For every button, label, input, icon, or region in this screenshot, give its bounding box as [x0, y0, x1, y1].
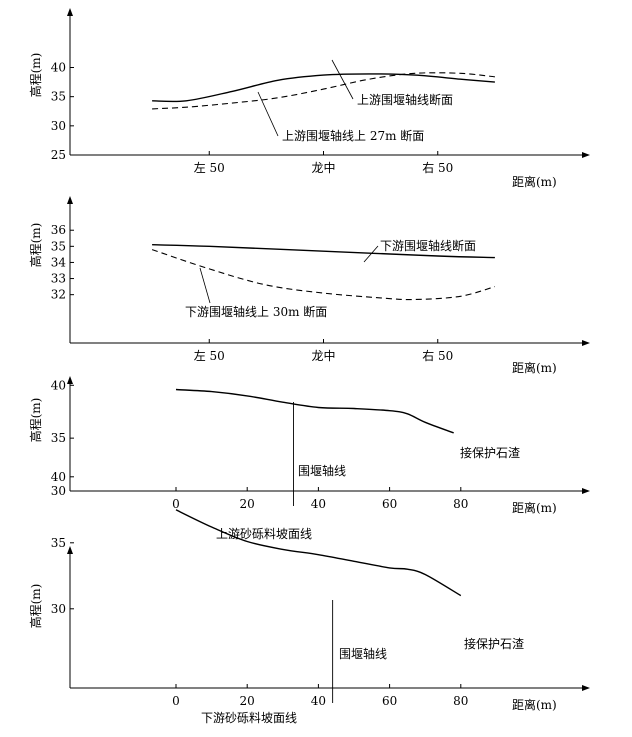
- series-line-1: [175, 388, 454, 434]
- y-tick-label: 36: [51, 223, 66, 237]
- end-label: 接保护石渣: [460, 445, 520, 460]
- y-tick-label: 25: [51, 148, 66, 162]
- x-tick-label: 80: [453, 694, 468, 708]
- chart-title: 上游砂砾料坡面线: [216, 527, 312, 541]
- x-tick-label: 龙中: [311, 160, 335, 175]
- x-axis-arrow: [582, 340, 590, 346]
- y-tick-label: 35: [51, 239, 66, 253]
- y-tick-label: 40: [51, 61, 66, 75]
- x-tick-label: 0: [172, 694, 180, 708]
- y-tick-label: 30: [51, 484, 66, 498]
- x-tick-label: 40: [311, 497, 326, 511]
- series-label: 下游围堰轴线上 30m 断面: [185, 304, 327, 319]
- series-label: 下游围堰轴线断面: [380, 238, 476, 253]
- series-label: 上游围堰轴线断面: [357, 92, 453, 107]
- x-tick-label: 60: [382, 497, 397, 511]
- panel-2: 32 33 34 35 36 左 50 龙中 右 50 距离(m) 高程(m) 下游围堰轴线断面下游…: [28, 196, 590, 375]
- y-tick-label: 33: [51, 272, 66, 286]
- panel-3: 30 35 40 0 20 40 60 80 距离(m) 高程(m) 围堰轴线 接保护石渣上游砂砾料坡…: [28, 376, 590, 541]
- x-tick-label: 左 50: [194, 348, 225, 363]
- series-line-2: [152, 72, 495, 110]
- x-axis-label: 距离(m): [512, 500, 557, 515]
- x-tick-label: 右 50: [422, 160, 453, 175]
- x-tick-label: 60: [382, 694, 397, 708]
- leader-line: [257, 91, 279, 137]
- x-axis-arrow: [582, 152, 590, 158]
- x-tick-label: 20: [240, 694, 255, 708]
- y-tick-label: 30: [51, 119, 66, 133]
- y-tick-label: 35: [51, 90, 66, 104]
- y-tick-label: 40: [51, 470, 66, 484]
- chart-title: 下游砂砾料坡面线: [201, 711, 297, 725]
- y-axis-arrow: [67, 8, 73, 16]
- panel-4: 30 35 40 0 20 40 60 80 距离(m) 高程(m) 围堰轴线 接保护石渣下游砂砾料坡…: [28, 470, 590, 725]
- y-axis-arrow: [67, 376, 73, 384]
- leader-line: [199, 267, 211, 304]
- series-line-1: [152, 244, 495, 259]
- y-tick-label: 35: [51, 536, 66, 550]
- x-tick-label: 左 50: [194, 160, 225, 175]
- end-label: 接保护石渣: [464, 636, 524, 651]
- x-tick-label: 80: [453, 497, 468, 511]
- x-tick-label: 龙中: [311, 348, 335, 363]
- cofferdam-axis-label: 围堰轴线: [339, 646, 387, 661]
- y-axis-label: 高程(m): [28, 584, 43, 629]
- y-tick-label: 34: [51, 255, 67, 269]
- x-tick-label: 20: [240, 497, 255, 511]
- series-line-1: [175, 509, 462, 597]
- x-axis-arrow: [582, 685, 590, 691]
- y-axis-label: 高程(m): [28, 398, 43, 443]
- x-axis-arrow: [582, 488, 590, 494]
- x-axis-label: 距离(m): [512, 174, 557, 189]
- series-line-2: [151, 249, 496, 301]
- x-tick-label: 0: [172, 497, 180, 511]
- x-tick-label: 40: [311, 694, 326, 708]
- series-label: 上游围堰轴线上 27m 断面: [282, 128, 424, 143]
- y-axis-arrow: [67, 546, 73, 554]
- y-tick-label: 35: [51, 431, 66, 445]
- x-tick-label: 右 50: [422, 348, 453, 363]
- panel-1: 25 30 35 40 左 50 龙中 右 50 距离(m) 高程(m) 上游围堰轴线断面上游围堰…: [28, 8, 590, 189]
- leader-line: [363, 245, 379, 263]
- cofferdam-axis-label: 围堰轴线: [298, 463, 346, 478]
- y-tick-label: 32: [51, 288, 66, 302]
- y-tick-label: 40: [51, 378, 66, 392]
- y-axis-arrow: [67, 196, 73, 204]
- y-axis-label: 高程(m): [28, 53, 43, 98]
- y-tick-label: 30: [51, 602, 66, 616]
- leader-line: [331, 59, 354, 100]
- y-axis-label: 高程(m): [28, 223, 43, 268]
- series-line-1: [152, 73, 495, 103]
- x-axis-label: 距离(m): [512, 360, 557, 375]
- x-axis-label: 距离(m): [512, 697, 557, 712]
